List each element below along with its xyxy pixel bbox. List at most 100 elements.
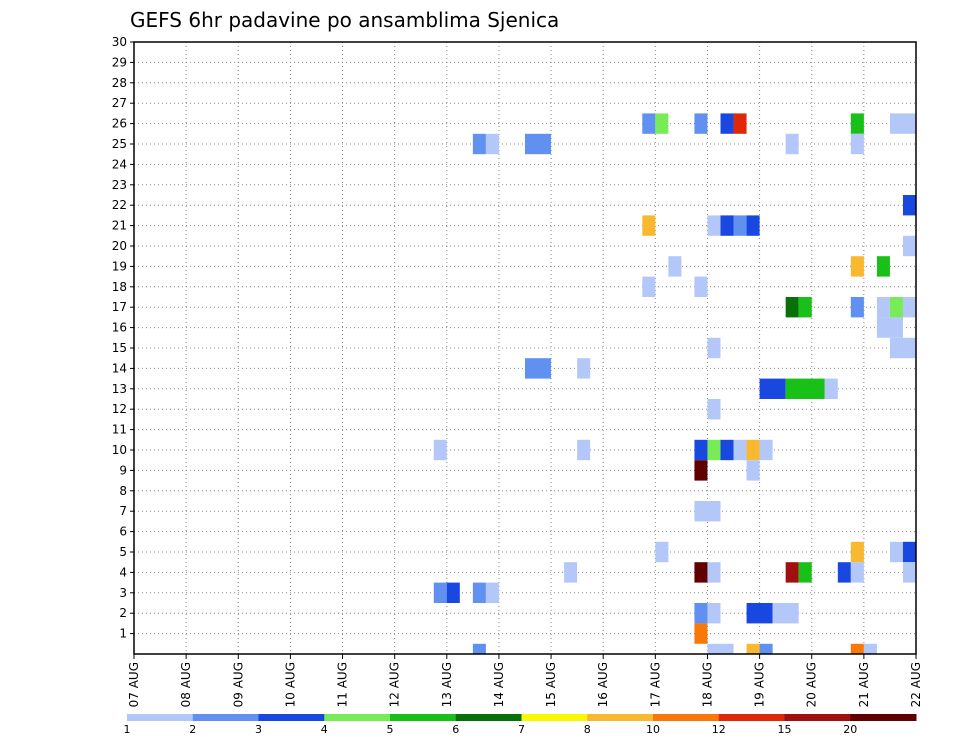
- precip-cell: [902, 541, 916, 563]
- y-tick-label: 4: [119, 565, 127, 579]
- y-tick-label: 1: [119, 627, 127, 641]
- precip-cell: [642, 215, 656, 236]
- x-tick-label: 17 AUG: [648, 662, 662, 707]
- precip-cell: [850, 256, 864, 277]
- precip-cell: [733, 215, 747, 236]
- y-tick-label: 12: [112, 402, 127, 416]
- precip-cell: [694, 501, 721, 522]
- precip-cells: [433, 113, 916, 654]
- y-tick-label: 2: [119, 606, 127, 620]
- legend-level-label: 20: [843, 723, 857, 736]
- precip-cell: [694, 439, 708, 461]
- precip-cell: [707, 643, 734, 654]
- y-tick-label: 10: [112, 443, 127, 457]
- y-tick-label: 30: [112, 35, 127, 49]
- y-tick-label: 28: [112, 76, 127, 90]
- y-tick-label: 27: [112, 96, 127, 110]
- y-tick-label: 13: [112, 382, 127, 396]
- precip-cell: [694, 562, 708, 583]
- precip-cell: [889, 541, 903, 563]
- precip-cell: [485, 133, 499, 155]
- precip-cell: [707, 603, 721, 624]
- y-tick-label: 14: [112, 361, 127, 375]
- y-tick-label: 9: [119, 463, 127, 477]
- y-axis-ticks: 1234567891011121314151617181920212223242…: [112, 35, 134, 641]
- x-tick-label: 10 AUG: [283, 662, 297, 707]
- chart-title: GEFS 6hr padavine po ansamblima Sjenica: [130, 8, 559, 32]
- precip-cell: [850, 133, 864, 155]
- precip-cell: [446, 582, 460, 603]
- precip-cell: [564, 562, 578, 583]
- x-tick-label: 09 AUG: [231, 662, 245, 707]
- legend-level-label: 4: [321, 723, 328, 736]
- y-tick-label: 17: [112, 300, 127, 314]
- precip-cell: [472, 582, 486, 603]
- precip-cell: [863, 643, 877, 654]
- x-tick-label: 22 AUG: [909, 662, 923, 707]
- x-tick-label: 11 AUG: [336, 662, 350, 707]
- precip-cell: [785, 562, 799, 583]
- legend-swatch: [258, 714, 325, 721]
- legend-level-label: 10: [646, 723, 660, 736]
- legend-level-label: 7: [518, 723, 525, 736]
- precip-cell: [733, 439, 747, 461]
- x-tick-label: 13 AUG: [440, 662, 454, 707]
- x-tick-label: 12 AUG: [388, 662, 402, 707]
- x-tick-label: 19 AUG: [753, 662, 767, 707]
- x-tick-label: 08 AUG: [179, 662, 193, 707]
- precip-cell: [889, 337, 916, 359]
- precip-cell: [433, 582, 447, 603]
- precip-cell: [785, 297, 799, 318]
- precip-cell: [433, 439, 447, 461]
- y-tick-label: 24: [112, 157, 127, 171]
- precip-cell: [798, 297, 812, 318]
- y-tick-label: 16: [112, 321, 127, 335]
- precip-cell: [472, 133, 486, 155]
- precip-cell: [485, 582, 499, 603]
- y-tick-label: 20: [112, 239, 127, 253]
- precip-cell: [785, 378, 825, 399]
- precip-cell: [850, 562, 864, 583]
- precip-cell: [902, 297, 916, 318]
- x-axis-ticks: 07 AUG 08 AUG 09 AUG 10 AUG 11 AUG 12 AUG 13 A…: [127, 654, 923, 707]
- x-tick-label: 15 AUG: [544, 662, 558, 707]
- x-tick-label: 21 AUG: [857, 662, 871, 707]
- precip-cell: [889, 113, 916, 134]
- x-tick-label: 14 AUG: [492, 662, 506, 707]
- legend-swatch: [390, 714, 457, 721]
- precip-cell: [837, 562, 851, 583]
- y-tick-label: 25: [112, 137, 127, 151]
- precip-cell: [655, 541, 669, 563]
- precip-cell: [850, 541, 864, 563]
- precip-cell: [694, 603, 708, 624]
- precip-cell: [707, 215, 721, 236]
- precip-cell: [824, 378, 838, 399]
- precip-cell: [902, 195, 916, 216]
- legend-swatch: [587, 714, 654, 721]
- precip-cell: [746, 439, 760, 461]
- precip-cell: [642, 113, 656, 134]
- y-tick-label: 8: [119, 484, 127, 498]
- precip-cell: [876, 256, 890, 277]
- y-tick-label: 21: [112, 219, 127, 233]
- precip-cell: [707, 439, 721, 461]
- precip-cell: [720, 215, 734, 236]
- precip-cell: [707, 399, 721, 420]
- x-tick-label: 20 AUG: [805, 662, 819, 707]
- color-legend: 1 2 3 4 5 6 7 8 10 12 15 20: [124, 714, 917, 736]
- legend-level-label: 2: [189, 723, 196, 736]
- precip-cell: [759, 378, 786, 399]
- legend-swatch: [192, 714, 259, 721]
- precip-cell: [577, 439, 591, 461]
- precip-cell: [902, 562, 916, 583]
- precip-cell: [759, 643, 773, 654]
- precip-cell: [642, 276, 656, 297]
- precip-cell: [472, 643, 486, 654]
- x-tick-label: 07 AUG: [127, 662, 141, 707]
- precip-cell: [746, 603, 773, 624]
- precip-cell: [876, 317, 903, 338]
- legend-swatch: [127, 714, 194, 721]
- y-tick-label: 19: [112, 259, 127, 273]
- y-tick-label: 11: [112, 423, 127, 437]
- y-tick-label: 3: [119, 586, 127, 600]
